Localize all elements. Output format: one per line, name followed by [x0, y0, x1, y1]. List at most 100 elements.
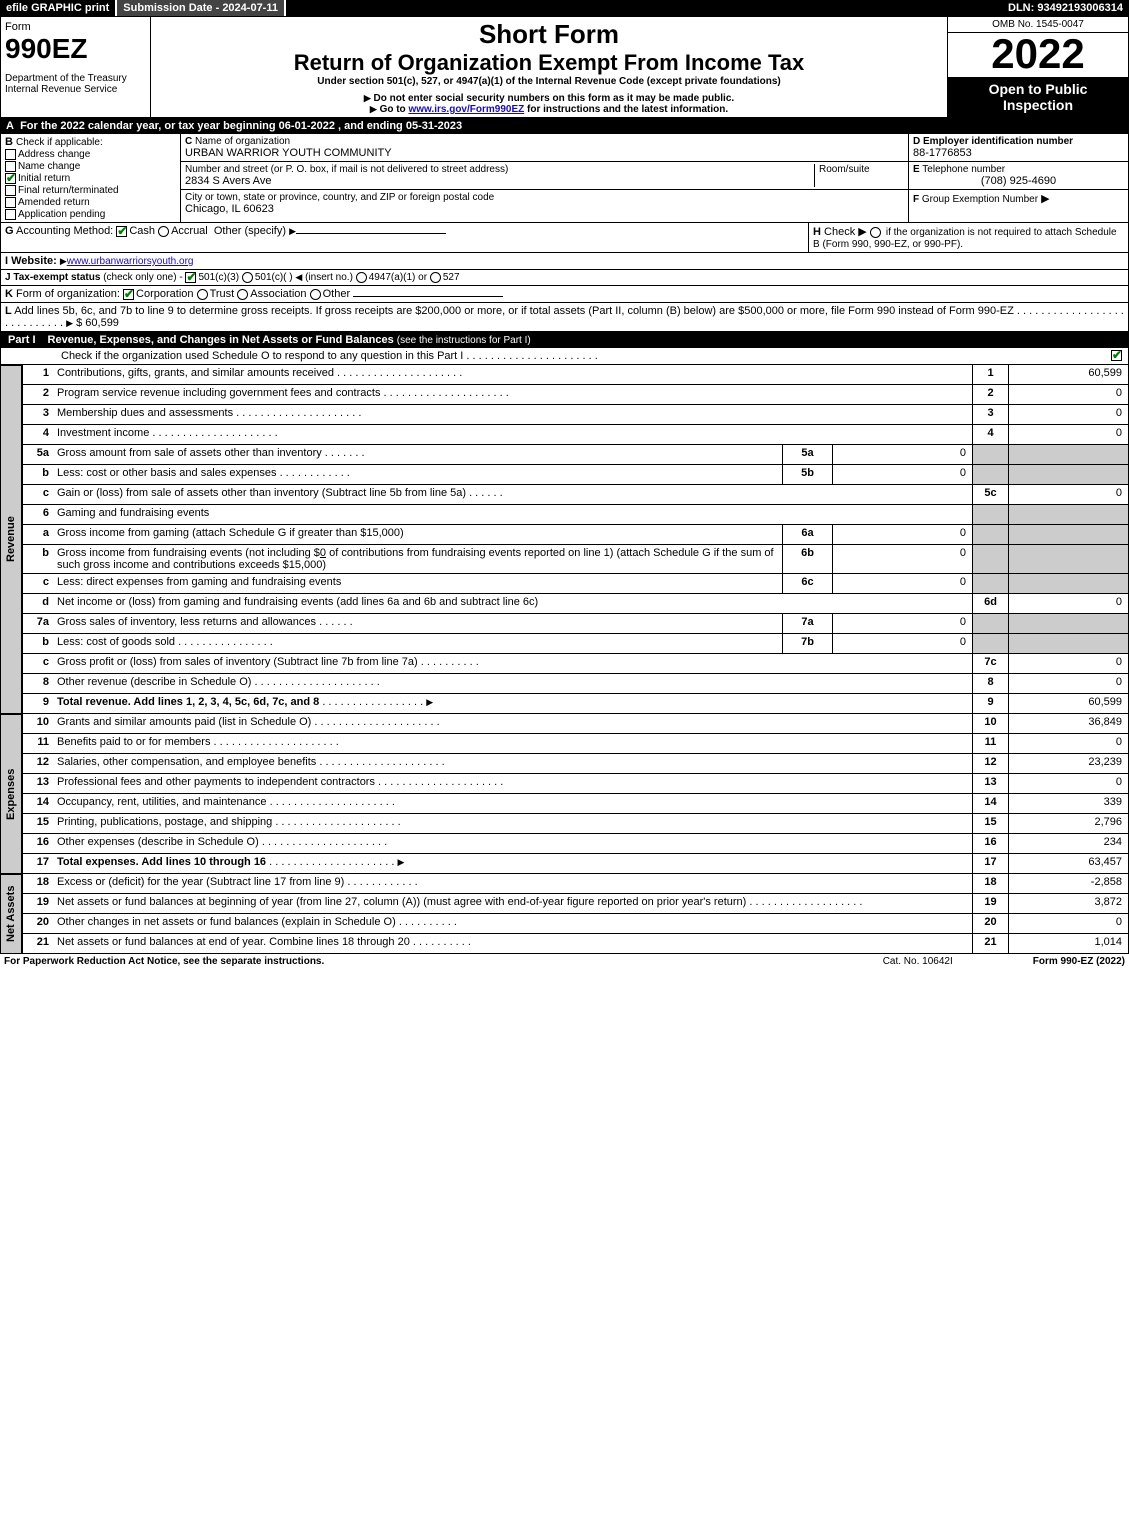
arrow-icon	[60, 255, 67, 267]
k-other-input[interactable]	[353, 296, 503, 297]
open-inspection-box: Open to Public Inspection	[948, 77, 1128, 117]
line-7c-amt: 0	[1008, 654, 1128, 673]
line-9-amt: 60,599	[1008, 694, 1128, 713]
k-assoc-label: Association	[250, 288, 306, 300]
line-12-desc: Salaries, other compensation, and employ…	[57, 756, 316, 768]
efile-label[interactable]: efile GRAPHIC print	[0, 0, 117, 16]
org-city: Chicago, IL 60623	[185, 203, 904, 215]
line-6b-mid: 0	[832, 545, 972, 573]
line-6-desc: Gaming and fundraising events	[53, 505, 972, 524]
f-label: Group Exemption Number	[922, 194, 1038, 205]
subtitle: Under section 501(c), 527, or 4947(a)(1)…	[155, 76, 943, 87]
chk-527[interactable]	[430, 272, 441, 283]
chk-amended-return-label: Amended return	[18, 197, 90, 208]
footer-left: For Paperwork Reduction Act Notice, see …	[4, 956, 883, 967]
dept-label: Department of the Treasury	[5, 73, 146, 84]
chk-schedule-o[interactable]	[1111, 350, 1122, 361]
k-other-label: Other	[323, 288, 351, 300]
chk-address-change-label: Address change	[18, 149, 90, 160]
line-5c-amt: 0	[1008, 485, 1128, 504]
line-4-desc: Investment income	[57, 427, 149, 439]
short-form-title: Short Form	[155, 19, 943, 50]
line-10-desc: Grants and similar amounts paid (list in…	[57, 716, 311, 728]
line-a: A For the 2022 calendar year, or tax yea…	[0, 118, 1129, 134]
goto-suffix: for instructions and the latest informat…	[524, 104, 728, 115]
j-501c-label: 501(c)( )	[255, 272, 293, 283]
chk-cash[interactable]	[116, 226, 127, 237]
line-17-amt: 63,457	[1008, 854, 1128, 873]
g-accrual-label: Accrual	[171, 225, 208, 237]
arrow-left-icon	[295, 272, 302, 283]
line-7c-rn: 7c	[972, 654, 1008, 673]
line-14-desc: Occupancy, rent, utilities, and maintena…	[57, 796, 267, 808]
chk-amended-return[interactable]	[5, 197, 16, 208]
line-12-amt: 23,239	[1008, 754, 1128, 773]
l-amount: $ 60,599	[76, 317, 119, 329]
arrow-icon: ▶	[1041, 193, 1049, 205]
part-i-title: Revenue, Expenses, and Changes in Net As…	[48, 334, 394, 346]
footer-right-prefix: Form	[1033, 956, 1061, 967]
instructions-link[interactable]: www.irs.gov/Form990EZ	[408, 104, 524, 115]
chk-501c3[interactable]	[185, 272, 196, 283]
org-name: URBAN WARRIOR YOUTH COMMUNITY	[185, 147, 904, 159]
arrow-icon	[364, 93, 371, 104]
line-7a-box: 7a	[782, 614, 832, 633]
ein-value: 88-1776853	[913, 147, 1124, 159]
line-6a-mid: 0	[832, 525, 972, 544]
chk-final-return[interactable]	[5, 185, 16, 196]
line-14-amt: 339	[1008, 794, 1128, 813]
line-10-amt: 36,849	[1008, 714, 1128, 733]
g-other-input[interactable]	[296, 233, 446, 234]
chk-application-pending-label: Application pending	[18, 209, 105, 220]
line-15-desc: Printing, publications, postage, and shi…	[57, 816, 272, 828]
chk-other-org[interactable]	[310, 289, 321, 300]
chk-final-return-label: Final return/terminated	[18, 185, 119, 196]
line-6b-desc1: Gross income from fundraising events (no…	[57, 547, 320, 559]
arrow-icon	[66, 317, 73, 329]
line-19-desc: Net assets or fund balances at beginning…	[57, 896, 746, 908]
k-trust-label: Trust	[210, 288, 235, 300]
line-4-amt: 0	[1008, 425, 1128, 444]
chk-accrual[interactable]	[158, 226, 169, 237]
footer-right-form: 990-EZ	[1061, 956, 1094, 967]
chk-schedule-b[interactable]	[870, 227, 881, 238]
line-9-desc: Total revenue. Add lines 1, 2, 3, 4, 5c,…	[57, 696, 319, 708]
line-5a-box: 5a	[782, 445, 832, 464]
line-16-amt: 234	[1008, 834, 1128, 853]
part-i-note: (see the instructions for Part I)	[397, 335, 531, 346]
submission-date: Submission Date - 2024-07-11	[117, 0, 286, 16]
arrow-icon	[426, 696, 433, 708]
line-6b-box: 6b	[782, 545, 832, 573]
line-18-desc: Excess or (deficit) for the year (Subtra…	[57, 876, 344, 888]
line-7a-desc: Gross sales of inventory, less returns a…	[57, 616, 316, 628]
goto-prefix: Go to	[380, 104, 409, 115]
j-527-label: 527	[443, 272, 460, 283]
line-11-desc: Benefits paid to or for members	[57, 736, 210, 748]
line-6a-desc: Gross income from gaming (attach Schedul…	[53, 525, 782, 544]
page-footer: For Paperwork Reduction Act Notice, see …	[0, 954, 1129, 969]
website-link[interactable]: www.urbanwarriorsyouth.org	[67, 256, 194, 267]
chk-association[interactable]	[237, 289, 248, 300]
part-i-label: Part I	[0, 332, 44, 348]
part-i-header: Part I Revenue, Expenses, and Changes in…	[0, 332, 1129, 348]
k-label: Form of organization:	[16, 288, 120, 300]
line-7b-mid: 0	[832, 634, 972, 653]
line-6d-desc: Net income or (loss) from gaming and fun…	[53, 594, 972, 613]
ssn-warning: Do not enter social security numbers on …	[374, 93, 735, 104]
c-addr-label: Number and street (or P. O. box, if mail…	[185, 164, 814, 175]
j-label: Tax-exempt status	[13, 272, 100, 283]
chk-501c[interactable]	[242, 272, 253, 283]
k-corp-label: Corporation	[136, 288, 193, 300]
chk-trust[interactable]	[197, 289, 208, 300]
chk-address-change[interactable]	[5, 149, 16, 160]
line-5b-desc: Less: cost or other basis and sales expe…	[57, 467, 277, 479]
line-6c-desc: Less: direct expenses from gaming and fu…	[53, 574, 782, 593]
chk-application-pending[interactable]	[5, 209, 16, 220]
irs-label: Internal Revenue Service	[5, 84, 146, 95]
entity-block: B Check if applicable: Address change Na…	[0, 134, 1129, 223]
chk-corporation[interactable]	[123, 289, 134, 300]
chk-initial-return[interactable]	[5, 173, 16, 184]
line-17-desc: Total expenses. Add lines 10 through 16	[57, 856, 266, 868]
chk-4947[interactable]	[356, 272, 367, 283]
form-word: Form	[5, 21, 146, 33]
